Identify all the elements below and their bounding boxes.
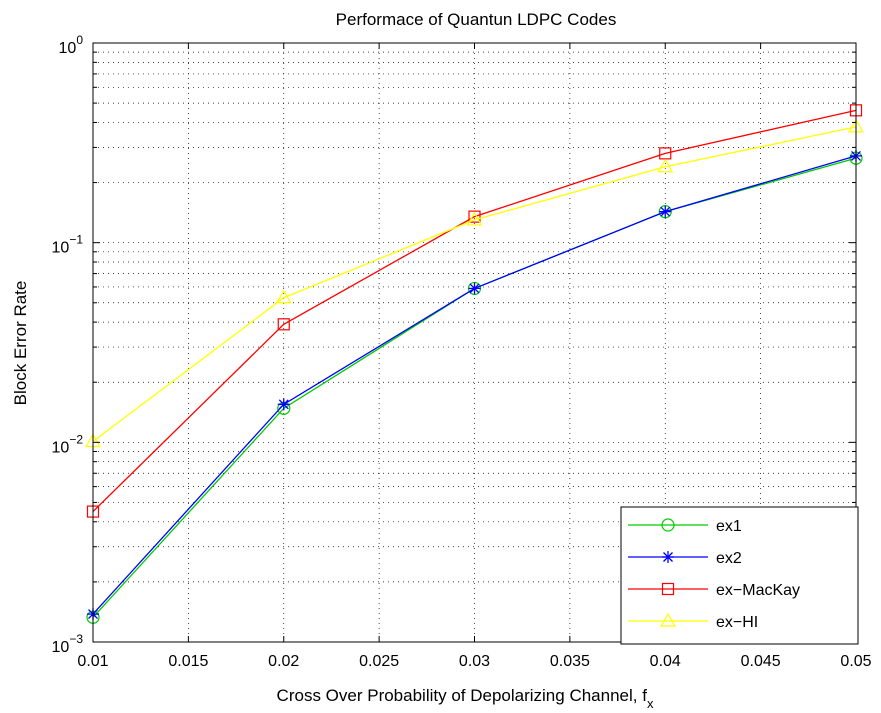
y-axis-title: Block Error Rate: [11, 281, 30, 406]
y-tick-label-base: 10: [52, 639, 70, 656]
x-tick-label: 0.025: [359, 653, 399, 670]
legend-label: ex−HI: [716, 614, 758, 631]
square-marker: [661, 582, 675, 596]
legend-item: ex1: [628, 518, 742, 535]
y-tick-label-exponent: −2: [69, 432, 83, 446]
asterisk-marker: [662, 551, 674, 563]
legend-label: ex−MacKay: [716, 582, 800, 599]
y-tick-label-base: 10: [59, 40, 77, 57]
legend-item: ex2: [628, 550, 742, 567]
chart-title: Performace of Quantun LDPC Codes: [336, 10, 617, 29]
triangle-marker: [659, 612, 677, 627]
legend-label: ex1: [716, 518, 742, 535]
series-4-line: [92, 126, 857, 442]
x-tick-label: 0.035: [550, 653, 590, 670]
x-tick-label: 0.015: [168, 653, 208, 670]
triangle-marker: [466, 211, 483, 226]
series-3-line: [92, 109, 857, 513]
legend-label: ex2: [716, 550, 742, 567]
y-tick-label-exponent: −3: [69, 632, 83, 646]
asterisk-marker: [277, 398, 290, 411]
y-tick-label-base: 10: [52, 439, 70, 456]
x-axis-title-main: Cross Over Probability of Depolarizing C…: [277, 686, 648, 705]
x-tick-label: 0.01: [77, 653, 108, 670]
legend-item: ex−HI: [628, 612, 758, 631]
asterisk-stroke: [660, 206, 671, 217]
circle-marker: [661, 518, 675, 532]
y-tick-label: 10−1: [52, 233, 84, 257]
x-tick-label: 0.03: [459, 653, 490, 670]
asterisk-marker: [468, 282, 481, 295]
y-tick-label-exponent: 0: [76, 33, 83, 47]
x-axis-title-subscript: x: [647, 696, 654, 711]
triangle-marker: [275, 289, 292, 304]
y-tick-label-exponent: −1: [69, 233, 83, 247]
square-marker: [277, 318, 290, 331]
legend-item: ex−MacKay: [628, 582, 800, 599]
asterisk-stroke: [469, 283, 480, 294]
y-tick-label: 10−2: [52, 432, 84, 456]
triangle-marker: [657, 158, 674, 173]
x-tick-label: 0.045: [741, 653, 781, 670]
asterisk-stroke: [663, 552, 673, 562]
x-tick-label: 0.05: [840, 653, 871, 670]
y-tick-label: 10−3: [52, 632, 84, 656]
asterisk-marker: [659, 205, 672, 218]
y-tick-label-base: 10: [52, 240, 70, 257]
x-axis-title: Cross Over Probability of Depolarizing C…: [277, 686, 654, 711]
legend: ex1 ex2 ex−MacKay ex−HI: [620, 506, 859, 645]
x-tick-label: 0.02: [268, 653, 299, 670]
asterisk-stroke: [278, 399, 289, 410]
square-marker: [468, 210, 481, 223]
x-tick-label: 0.04: [650, 653, 681, 670]
y-tick-label: 100: [59, 33, 84, 57]
tick-labels: 0.01 0.015 0.02 0.025 0.03 0.035 0.04 0.045 0.05…: [52, 33, 872, 670]
